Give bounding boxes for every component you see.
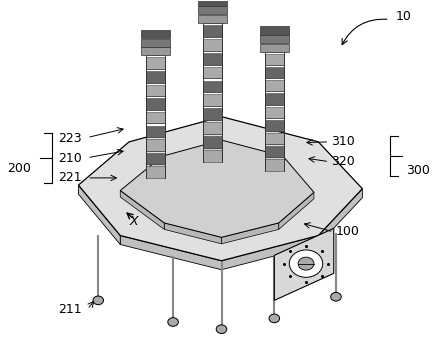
Bar — [264, 67, 284, 78]
Bar — [146, 166, 165, 178]
Polygon shape — [78, 185, 120, 245]
Text: 221: 221 — [58, 171, 82, 184]
Polygon shape — [274, 228, 334, 300]
Text: 211: 211 — [58, 303, 82, 316]
Bar — [264, 93, 284, 105]
Bar — [146, 139, 165, 151]
Polygon shape — [222, 223, 279, 244]
Text: 200: 200 — [7, 162, 31, 175]
Bar — [264, 107, 284, 118]
Bar — [264, 159, 284, 171]
Bar — [146, 126, 165, 137]
Bar — [203, 81, 222, 92]
Text: 10: 10 — [396, 10, 411, 23]
Circle shape — [330, 293, 341, 301]
Circle shape — [93, 296, 104, 305]
Bar — [264, 133, 284, 144]
Bar — [203, 53, 222, 65]
Bar — [146, 57, 165, 69]
Circle shape — [298, 257, 314, 270]
Polygon shape — [164, 223, 222, 244]
Bar — [264, 80, 284, 91]
Bar — [264, 54, 284, 65]
Polygon shape — [279, 192, 314, 229]
Bar — [264, 120, 284, 131]
Bar — [141, 39, 170, 47]
Bar — [203, 25, 222, 37]
Circle shape — [289, 250, 323, 277]
Polygon shape — [78, 117, 362, 261]
Text: 320: 320 — [331, 155, 355, 168]
Bar — [198, 15, 227, 23]
Bar — [146, 153, 165, 164]
Polygon shape — [120, 140, 314, 237]
Text: 100: 100 — [336, 225, 360, 238]
Bar — [264, 146, 284, 158]
Bar — [203, 39, 222, 51]
Bar — [203, 108, 222, 120]
Circle shape — [168, 318, 179, 326]
Text: 210: 210 — [58, 152, 82, 164]
Circle shape — [269, 314, 280, 323]
Bar — [146, 71, 165, 83]
Bar — [203, 94, 222, 106]
Bar — [260, 44, 289, 52]
Text: 300: 300 — [406, 164, 430, 177]
Bar — [198, 6, 227, 15]
Bar — [203, 136, 222, 148]
Bar — [260, 26, 289, 34]
Bar — [198, 0, 227, 6]
Circle shape — [216, 325, 227, 334]
Bar — [141, 47, 170, 56]
Text: 223: 223 — [58, 132, 82, 145]
Polygon shape — [120, 191, 164, 229]
Bar — [203, 150, 222, 162]
Bar — [146, 112, 165, 123]
Polygon shape — [120, 236, 222, 270]
Bar — [146, 98, 165, 110]
Bar — [260, 35, 289, 43]
Text: 310: 310 — [331, 135, 355, 148]
Text: X: X — [129, 215, 138, 228]
Bar — [146, 85, 165, 96]
Bar — [141, 30, 170, 38]
Polygon shape — [222, 236, 319, 270]
Bar — [203, 67, 222, 78]
Bar — [203, 122, 222, 134]
Polygon shape — [319, 189, 362, 245]
